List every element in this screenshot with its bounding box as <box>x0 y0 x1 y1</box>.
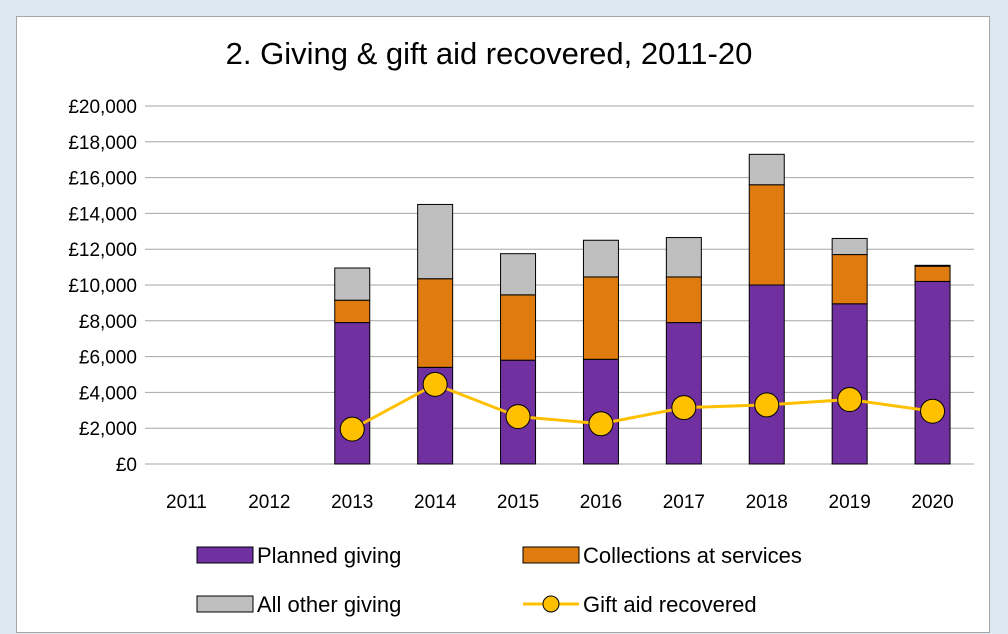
bar-planned-giving-2020 <box>914 280 951 465</box>
gift-aid-point-2016 <box>588 411 614 437</box>
bar-planned-giving-2019 <box>831 303 868 465</box>
gift-aid-point-2020 <box>920 398 946 424</box>
x-tick-label: 2017 <box>663 492 705 513</box>
y-tick-label: £10,000 <box>68 276 137 297</box>
legend: Planned giving Collections at services All… <box>196 543 802 617</box>
y-tick-label: £2,000 <box>79 419 137 440</box>
x-tick-label: 2016 <box>580 492 622 513</box>
bar-collections-at-services-2018 <box>748 184 785 286</box>
x-tick-label: 2019 <box>829 492 871 513</box>
legend-label-gift-aid-recovered: Gift aid recovered <box>583 592 757 617</box>
gift-aid-point-2017 <box>671 395 697 421</box>
legend-label-collections-at-services: Collections at services <box>583 543 802 568</box>
bar-all-other-giving-2013 <box>334 267 371 301</box>
bar-all-other-giving-2015 <box>500 253 537 296</box>
bar-collections-at-services-2017 <box>665 276 702 324</box>
bar-collections-at-services-2016 <box>582 276 619 360</box>
bar-collections-at-services-2019 <box>831 254 868 305</box>
chart-frame: 2. Giving & gift aid recovered, 2011-20 … <box>16 16 990 633</box>
y-tick-label: £12,000 <box>68 240 137 261</box>
gift-aid-line <box>339 371 946 442</box>
bar-planned-giving-2018 <box>748 284 785 465</box>
bars <box>334 153 951 465</box>
gift-aid-point-2014 <box>422 371 448 397</box>
bar-all-other-giving-2020 <box>914 264 951 267</box>
bar-collections-at-services-2020 <box>914 265 951 282</box>
x-tick-label: 2013 <box>331 492 373 513</box>
x-tick-label: 2015 <box>497 492 539 513</box>
legend-marker-gift-aid-recovered <box>542 595 560 613</box>
bar-collections-at-services-2014 <box>417 278 454 368</box>
legend-swatch-all-other-giving <box>196 595 254 613</box>
bar-all-other-giving-2018 <box>748 153 785 186</box>
legend-swatch-collections-at-services <box>522 546 580 564</box>
y-tick-label: £4,000 <box>79 383 137 404</box>
gridlines <box>145 105 974 465</box>
x-axis-ticks: 2011 2012 2013 2014 2015 2016 2017 2018 2019 2020 <box>166 492 954 513</box>
bar-all-other-giving-2019 <box>831 237 868 256</box>
x-tick-label: 2018 <box>746 492 788 513</box>
y-tick-label: £0 <box>116 455 137 476</box>
bar-planned-giving-2013 <box>334 322 371 465</box>
legend-label-planned-giving: Planned giving <box>257 543 401 568</box>
y-axis-ticks: £0 £2,000 £4,000 £6,000 £8,000 £10,000 £12,000… <box>68 97 137 476</box>
gift-aid-point-2018 <box>754 392 780 418</box>
bar-planned-giving-2017 <box>665 322 702 465</box>
legend-label-all-other-giving: All other giving <box>257 592 401 617</box>
chart-title: 2. Giving & gift aid recovered, 2011-20 <box>226 36 753 71</box>
gift-aid-point-2019 <box>837 387 863 413</box>
chart-svg: 2. Giving & gift aid recovered, 2011-20 … <box>68 36 974 617</box>
x-tick-label: 2020 <box>911 492 953 513</box>
y-tick-label: £6,000 <box>79 348 137 369</box>
gift-aid-point-2013 <box>339 416 365 442</box>
bar-collections-at-services-2015 <box>500 294 537 361</box>
x-tick-label: 2014 <box>414 492 457 513</box>
gift-aid-point-2015 <box>505 404 531 430</box>
y-tick-label: £18,000 <box>68 133 137 154</box>
y-tick-label: £14,000 <box>68 204 137 225</box>
y-tick-label: £16,000 <box>68 169 137 190</box>
x-tick-label: 2012 <box>248 492 290 513</box>
legend-swatch-planned-giving <box>196 546 254 564</box>
bar-collections-at-services-2013 <box>334 299 371 324</box>
bar-all-other-giving-2014 <box>417 203 454 280</box>
x-tick-label: 2011 <box>166 492 207 513</box>
y-tick-label: £20,000 <box>68 97 137 118</box>
y-tick-label: £8,000 <box>79 312 137 333</box>
bar-all-other-giving-2016 <box>582 239 619 278</box>
bar-all-other-giving-2017 <box>665 237 702 278</box>
gift-aid-line-path <box>351 382 933 431</box>
